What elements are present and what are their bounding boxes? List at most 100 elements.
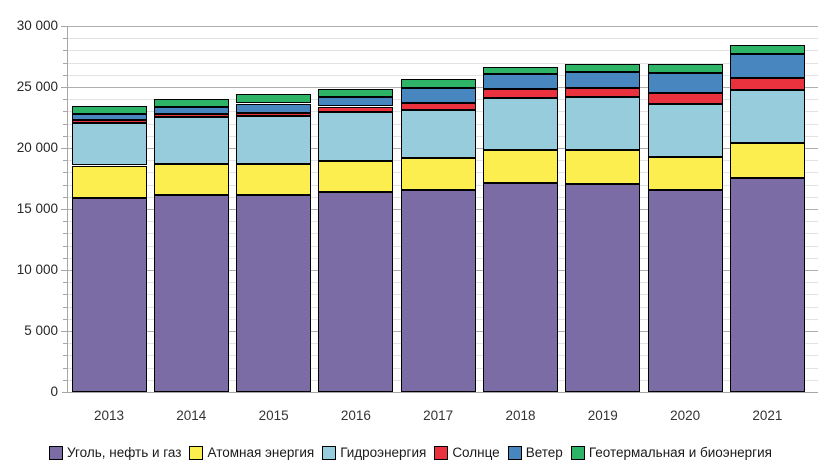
bar-segment-2015 — [236, 195, 312, 392]
bar-segment-2017 — [400, 109, 476, 159]
legend-item: Уголь, нефть и газ — [49, 445, 181, 460]
bar-segment-2018 — [483, 97, 558, 150]
bar-segment-2017 — [400, 190, 476, 392]
y-minor-tick — [63, 50, 67, 52]
y-minor-tick — [63, 306, 67, 308]
x-tick-label: 2017 — [423, 408, 454, 423]
minor-gridline — [67, 38, 818, 40]
bar-segment-2019 — [565, 97, 641, 150]
y-major-tick — [61, 87, 67, 88]
y-minor-tick — [63, 135, 67, 137]
y-tick-label: 20 000 — [16, 140, 58, 155]
y-major-tick — [61, 209, 67, 210]
y-tick-label: 10 000 — [16, 262, 58, 277]
bar-segment-2015 — [236, 164, 312, 195]
y-minor-tick — [63, 257, 67, 259]
y-major-tick — [61, 331, 67, 332]
bar-segment-2021 — [729, 178, 805, 392]
y-minor-tick — [63, 62, 67, 64]
bar-segment-2019 — [565, 184, 641, 392]
bar-segment-2017 — [400, 158, 476, 190]
y-minor-tick — [63, 318, 67, 320]
bar-segment-2014 — [153, 195, 229, 392]
x-tick-label: 2016 — [340, 408, 371, 423]
bar-segment-2021 — [729, 45, 805, 55]
legend-label: Геотермальная и биоэнергия — [588, 445, 772, 460]
y-major-tick — [61, 26, 67, 27]
legend-swatch-icon — [49, 445, 64, 460]
x-tick-label: 2015 — [258, 408, 289, 423]
y-major-tick — [61, 270, 67, 271]
bar-segment-2015 — [236, 103, 312, 113]
bar-segment-2020 — [647, 72, 723, 93]
y-minor-tick — [63, 160, 67, 162]
y-minor-tick — [63, 282, 67, 284]
y-minor-tick — [63, 196, 67, 198]
bar-segment-2021 — [729, 77, 805, 91]
legend-item: Ветер — [507, 445, 563, 460]
plot-area: 0 5 000 10 000 15 000 20 000 25 000 30 000 2013… — [16, 18, 818, 423]
x-tick-label: 2020 — [670, 408, 701, 423]
y-tick-label: 30 000 — [16, 18, 58, 33]
bar-segment-2016 — [318, 111, 394, 161]
y-tick-label: 0 — [50, 384, 58, 399]
x-tick-label: 2018 — [505, 408, 536, 423]
y-tick-label: 25 000 — [16, 79, 58, 94]
minor-gridline — [67, 62, 818, 64]
y-tick-label: 5 000 — [24, 323, 58, 338]
bar-segment-2013 — [71, 105, 147, 114]
bar-segment-2016 — [318, 191, 394, 392]
bar-segment-2019 — [565, 87, 641, 98]
x-tick-label: 2013 — [93, 408, 125, 423]
y-minor-tick — [63, 367, 67, 369]
bar-segment-2019 — [565, 149, 641, 185]
bar-segment-2015 — [236, 112, 312, 116]
y-minor-tick — [63, 379, 67, 381]
legend-label: Атомная энергия — [207, 445, 315, 460]
y-axis-line — [67, 26, 68, 392]
y-minor-tick — [63, 38, 67, 40]
bar-segment-2013 — [71, 119, 147, 123]
y-minor-tick — [63, 99, 67, 101]
legend-swatch-icon — [189, 445, 204, 460]
bar-segment-2018 — [483, 183, 558, 392]
bar-segment-2015 — [236, 94, 312, 104]
bar-segment-2017 — [400, 79, 476, 88]
y-minor-tick — [63, 245, 67, 247]
y-minor-tick — [63, 355, 67, 357]
bar-segment-2014 — [153, 113, 229, 117]
bar-segment-2014 — [153, 106, 229, 114]
y-minor-tick — [63, 172, 67, 174]
legend-item: Солнце — [434, 445, 500, 460]
x-tick-label: 2019 — [587, 408, 618, 423]
legend: Уголь, нефть и газ Атомная энергия Гидроэн… — [0, 445, 821, 460]
bar-segment-2020 — [647, 64, 723, 73]
bar-segment-2015 — [236, 115, 312, 165]
bar-segment-2017 — [400, 87, 476, 103]
y-minor-tick — [63, 111, 67, 113]
x-axis-line — [62, 392, 818, 393]
bar-segment-2016 — [318, 97, 394, 107]
y-minor-tick — [63, 343, 67, 345]
bar-segment-2021 — [729, 90, 805, 143]
legend-item: Гидроэнергия — [322, 445, 426, 460]
legend-item: Геотермальная и биоэнергия — [570, 445, 772, 460]
bar-segment-2013 — [71, 122, 147, 166]
x-tick-label: 2014 — [176, 408, 207, 423]
y-minor-tick — [63, 221, 67, 223]
y-minor-tick — [63, 74, 67, 76]
y-minor-tick — [63, 294, 67, 296]
bar-segment-2018 — [483, 66, 558, 75]
bar-segment-2014 — [153, 164, 229, 195]
bar-segment-2014 — [153, 116, 229, 165]
legend-label: Солнце — [452, 445, 500, 460]
bar-segment-2018 — [483, 149, 558, 184]
bar-segment-2021 — [729, 143, 805, 179]
x-tick-label: 2021 — [752, 408, 783, 423]
legend-label: Гидроэнергия — [340, 445, 427, 460]
bar-segment-2013 — [71, 165, 147, 199]
bar-segment-2021 — [729, 54, 805, 78]
bar-segment-2016 — [318, 160, 394, 192]
bar-segment-2019 — [565, 63, 641, 72]
